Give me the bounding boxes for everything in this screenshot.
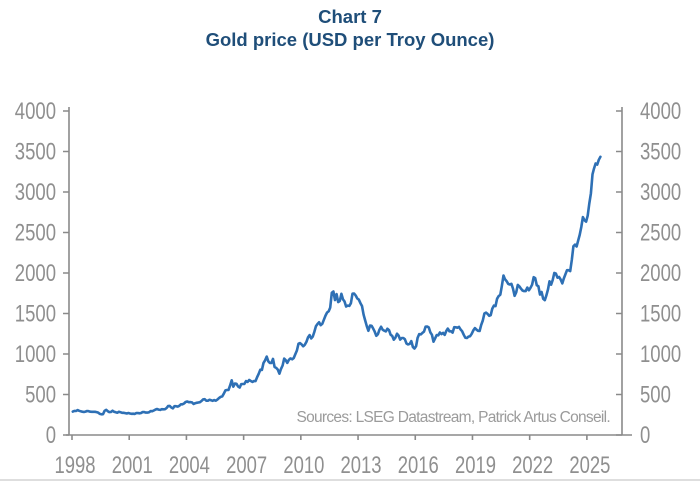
x-axis-label: 2022: [512, 452, 553, 479]
chart-title-block: Chart 7 Gold price (USD per Troy Ounce): [0, 5, 700, 51]
y-axis-label-right: 1000: [640, 341, 681, 368]
y-axis-label-right: 500: [640, 382, 671, 409]
chart-title: Chart 7: [318, 6, 382, 27]
y-axis-label-left: 1500: [15, 301, 56, 328]
gold-price-series-line: [71, 155, 602, 416]
y-axis-label-left: 500: [25, 382, 56, 409]
y-axis-label-left: 2000: [15, 260, 56, 287]
y-axis-label-right: 0: [640, 422, 650, 449]
axes: [66, 107, 632, 436]
y-axis-label-left: 0: [46, 422, 56, 449]
y-axis-label-left: 3000: [15, 179, 56, 206]
y-axis-label-left: 1000: [15, 341, 56, 368]
x-axis-label: 2010: [283, 452, 324, 479]
x-axis-label: 2013: [341, 452, 382, 479]
chart-subtitle: Gold price (USD per Troy Ounce): [205, 29, 495, 50]
x-axis-label: 1998: [55, 452, 96, 479]
x-axis-label: 2001: [112, 452, 153, 479]
y-axis-label-right: 3000: [640, 179, 681, 206]
y-axis-label-right: 2000: [640, 260, 681, 287]
y-axis-label-right: 2500: [640, 220, 681, 247]
x-axis-label: 2025: [569, 452, 610, 479]
sources-note: Sources: LSEG Datastream, Patrick Artus …: [296, 409, 610, 426]
y-axis-label-right: 4000: [640, 98, 681, 125]
y-axis-label-left: 4000: [15, 98, 56, 125]
y-axis-label-left: 2500: [15, 220, 56, 247]
y-axis-label-right: 3500: [640, 139, 681, 166]
x-axis-label: 2016: [398, 452, 439, 479]
y-axis-label-left: 3500: [15, 139, 56, 166]
x-axis-label: 2019: [455, 452, 496, 479]
x-axis-label: 2007: [226, 452, 267, 479]
x-axis-label: 2004: [169, 452, 210, 479]
y-axis-label-right: 1500: [640, 301, 681, 328]
